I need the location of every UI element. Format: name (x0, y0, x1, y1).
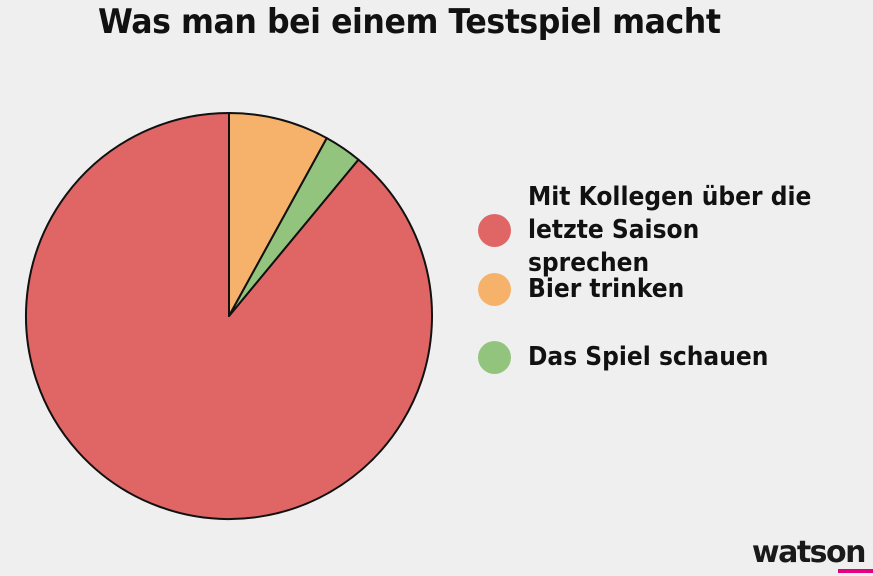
legend-swatch-red (478, 214, 511, 247)
watson-logo: watson (751, 535, 873, 573)
logo-text: watson (751, 535, 867, 570)
pie-slice-bier (228, 112, 328, 317)
legend-label: Das Spiel schauen (528, 342, 769, 372)
legend-label: Mit Kollegen über die letzte Saison spre… (528, 182, 812, 278)
legend-item-kollegen: Mit Kollegen über die letzte Saison spre… (478, 181, 858, 280)
legend-item-spiel: Das Spiel schauen (478, 341, 795, 374)
legend-swatch-orange (478, 273, 511, 306)
legend-label: Bier trinken (528, 274, 685, 304)
chart-title: Was man bei einem Testspiel macht (98, 2, 721, 42)
logo-accent-bar (837, 569, 873, 573)
pie-slice-spiel (228, 137, 360, 317)
legend-swatch-green (478, 341, 511, 374)
legend-item-bier: Bier trinken (478, 273, 702, 306)
